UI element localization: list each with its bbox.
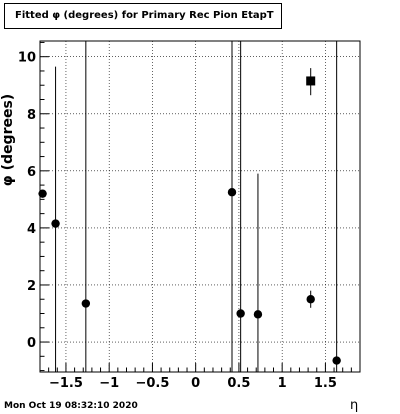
y-axis-label: φ (degrees)	[0, 93, 16, 187]
x-tick-label: −0.5	[135, 376, 169, 391]
x-tick-label: −1	[99, 376, 119, 391]
circle-marker	[81, 299, 91, 308]
x-tick-label: −1.5	[49, 376, 83, 391]
x-axis-label: η	[350, 398, 359, 413]
x-tick-label: 0	[191, 376, 200, 391]
y-tick-label: 6	[27, 165, 36, 180]
data-point	[332, 41, 341, 372]
timestamp: Mon Oct 19 08:32:10 2020	[4, 401, 138, 411]
chart-title: Fitted φ (degrees) for Primary Rec Pion …	[4, 3, 282, 29]
data-point	[81, 41, 91, 372]
data-points	[38, 41, 341, 372]
circle-marker	[236, 309, 245, 318]
x-tick-label: 1	[278, 376, 287, 391]
data-point	[306, 290, 315, 308]
y-tick-label: 8	[27, 108, 36, 123]
x-tick-label: 0.5	[227, 376, 250, 391]
y-tick-label: 2	[27, 279, 36, 294]
axis-ticks: −1.5 −1 −0.5 0 0.5 1 1.5 0 2 4 6 8 10	[18, 41, 361, 391]
data-point	[306, 68, 316, 96]
circle-marker	[253, 310, 263, 319]
data-point	[227, 41, 237, 372]
plot-frame	[39, 40, 361, 373]
circle-marker	[38, 189, 47, 198]
circle-marker	[332, 356, 341, 365]
data-point	[51, 66, 60, 372]
data-point	[253, 173, 263, 372]
circle-marker	[227, 188, 237, 197]
y-tick-label: 10	[18, 51, 36, 66]
square-marker	[306, 76, 316, 86]
grid-lines	[40, 41, 360, 372]
y-tick-label: 4	[27, 222, 36, 237]
data-point	[38, 189, 47, 198]
circle-marker	[51, 219, 60, 228]
data-point	[236, 41, 245, 372]
circle-marker	[306, 295, 315, 304]
x-tick-label: 1.5	[314, 376, 337, 391]
y-tick-label: 0	[27, 336, 36, 351]
